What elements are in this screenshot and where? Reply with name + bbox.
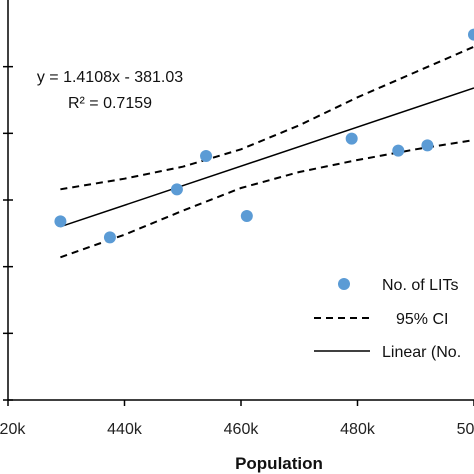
legend-label-ci: 95% CI	[396, 311, 448, 328]
x-tick-label-3: 480k	[340, 421, 376, 438]
axes: 420k 440k 460k 480k 500k	[0, 0, 474, 438]
r-squared-label: R² = 0.7159	[68, 95, 152, 112]
data-point-0	[54, 215, 67, 228]
legend-marker-points	[338, 278, 350, 290]
data-point-6	[392, 144, 405, 157]
ci-lower-line	[60, 139, 474, 259]
x-tick-label-0: 420k	[0, 421, 26, 438]
trendline-equation: y = 1.4108x - 381.03	[37, 69, 183, 86]
data-point-3	[200, 150, 213, 162]
data-point-5	[345, 132, 358, 145]
data-point-4	[240, 210, 253, 222]
x-tick-label-1: 440k	[107, 421, 143, 438]
legend-label-linear: Linear (No.	[382, 344, 461, 361]
data-point-1	[103, 231, 116, 244]
legend-label-points: No. of LITs	[382, 277, 458, 294]
x-axis-title: Population	[235, 454, 323, 473]
data-point-7	[421, 139, 434, 152]
x-tick-label-4: 500k	[457, 421, 474, 438]
data-point-2	[170, 183, 183, 196]
data-point-8	[468, 28, 474, 41]
x-tick-label-2: 460k	[224, 421, 260, 438]
plot-area	[54, 28, 474, 259]
legend: No. of LITs 95% CI Linear (No.	[314, 277, 461, 361]
linear-trendline	[60, 87, 474, 228]
ci-upper-line	[60, 45, 474, 191]
